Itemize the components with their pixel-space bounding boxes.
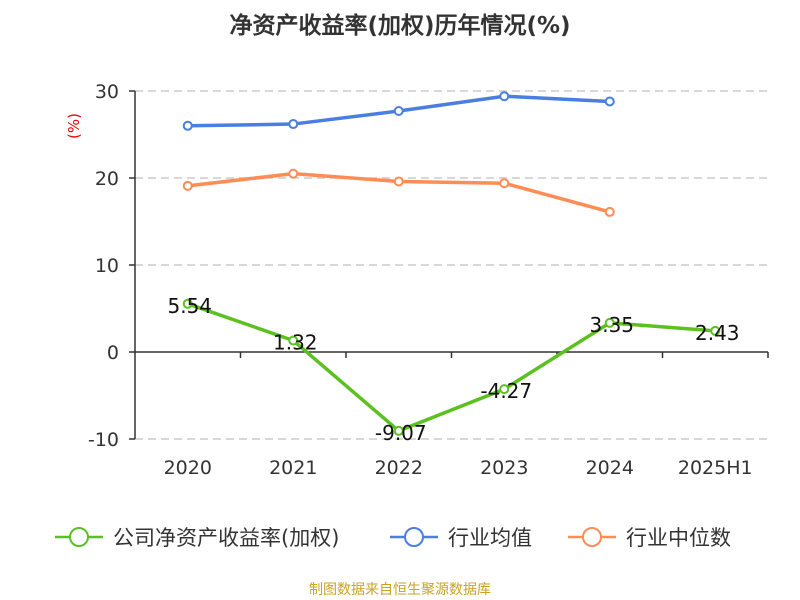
- data-point: [393, 176, 404, 187]
- x-tick-label: 2024: [586, 457, 634, 479]
- data-point: [393, 425, 404, 436]
- data-label: -9.07: [375, 421, 427, 445]
- legend-label: 行业均值: [448, 526, 532, 550]
- data-point: [499, 384, 510, 395]
- data-point: [182, 120, 193, 131]
- chart-title: 净资产收益率(加权)历年情况(%): [229, 13, 571, 39]
- x-tick-label: 2021: [269, 457, 317, 479]
- data-point: [182, 298, 193, 309]
- data-point: [499, 91, 510, 102]
- legend-label: 公司净资产收益率(加权): [113, 526, 339, 550]
- y-tick-label: 0: [107, 342, 119, 364]
- data-point: [182, 180, 193, 191]
- data-point: [288, 119, 299, 130]
- y-axis-label: (%): [65, 113, 83, 139]
- data-label: 5.54: [167, 294, 212, 318]
- data-label: 1.32: [273, 331, 318, 355]
- x-tick-label: 2023: [480, 457, 528, 479]
- data-point: [288, 335, 299, 346]
- data-point: [499, 178, 510, 189]
- data-point: [604, 206, 615, 217]
- series-line: [187, 302, 716, 433]
- legend-label: 行业中位数: [626, 526, 731, 550]
- data-label: 2.43: [695, 321, 740, 345]
- x-tick-label: 2020: [164, 457, 212, 479]
- data-point: [393, 106, 404, 117]
- data-point: [604, 317, 615, 328]
- y-tick-label: 10: [95, 255, 119, 277]
- x-tick-label: 2025H1: [678, 457, 753, 479]
- data-label: 3.35: [589, 313, 634, 337]
- data-point: [288, 168, 299, 179]
- data-point: [604, 96, 615, 107]
- data-point: [710, 325, 721, 336]
- y-tick-label: 20: [95, 168, 119, 190]
- x-tick-label: 2022: [375, 457, 423, 479]
- y-tick-label: 30: [95, 81, 119, 103]
- legend-marker: [582, 527, 602, 547]
- data-label: -4.27: [480, 379, 532, 403]
- legend-marker: [404, 527, 424, 547]
- y-tick-label: -10: [88, 429, 119, 451]
- legend-marker: [69, 527, 89, 547]
- source-note: 制图数据来自恒生聚源数据库: [309, 582, 491, 598]
